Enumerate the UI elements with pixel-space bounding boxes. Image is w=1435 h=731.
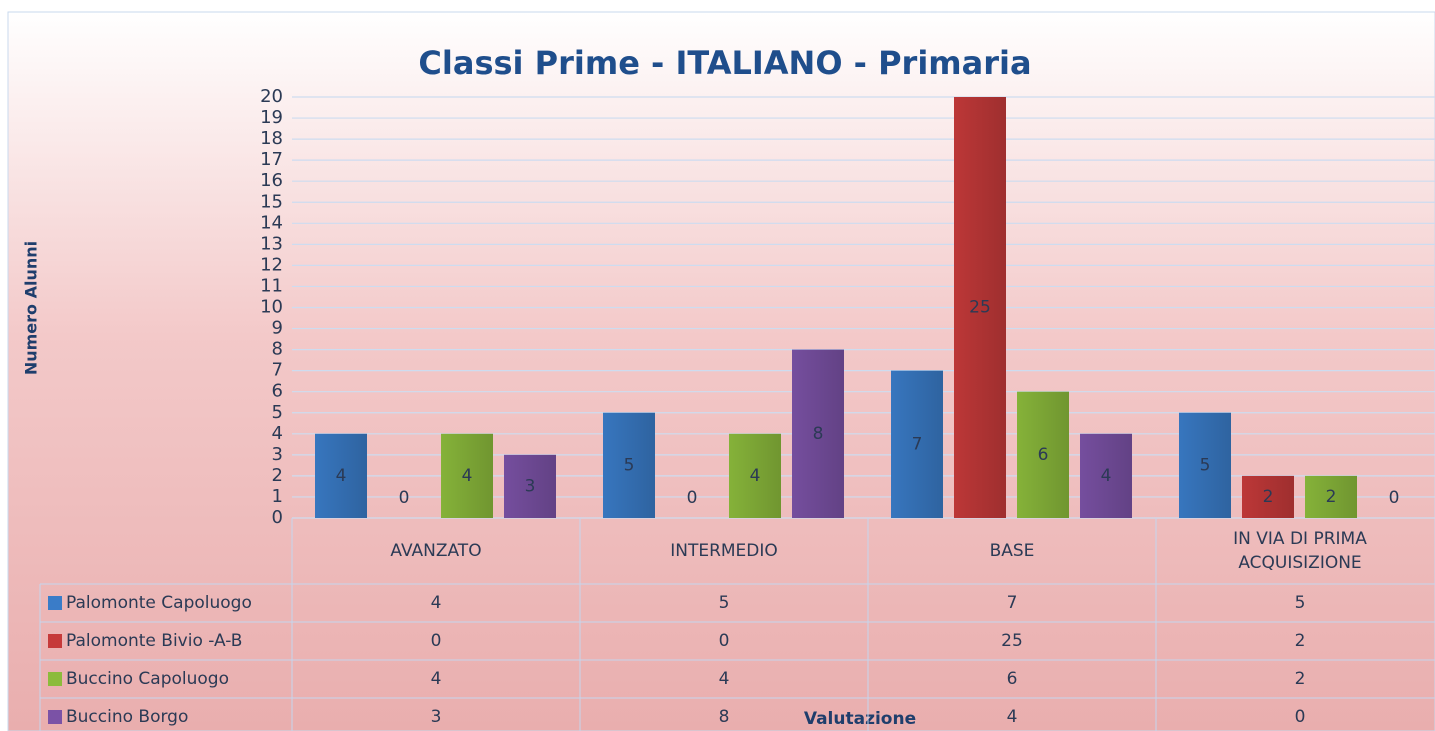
y-tick-label: 19 bbox=[260, 107, 283, 128]
bar-shade bbox=[891, 370, 943, 518]
legend-label: Buccino Borgo bbox=[66, 707, 188, 727]
table-cell: 4 bbox=[719, 669, 730, 689]
data-label: 4 bbox=[462, 466, 473, 486]
bar-shade bbox=[315, 433, 367, 518]
y-axis-label: Numero Alunni bbox=[22, 241, 41, 375]
data-label: 4 bbox=[1101, 466, 1112, 486]
y-tick-label: 10 bbox=[260, 297, 283, 318]
x-tick-label: IN VIA DI PRIMA ACQUISIZIONE bbox=[1233, 529, 1367, 573]
y-tick-label: 13 bbox=[260, 233, 283, 254]
legend-swatch bbox=[48, 634, 62, 648]
y-tick-label: 17 bbox=[260, 149, 283, 170]
data-label: 4 bbox=[336, 466, 347, 486]
legend-swatch bbox=[48, 710, 62, 724]
table-cell: 25 bbox=[1001, 631, 1023, 651]
legend-label: Buccino Capoluogo bbox=[66, 669, 229, 689]
bar-shade bbox=[1242, 475, 1294, 518]
data-label: 4 bbox=[750, 466, 761, 486]
y-tick-label: 4 bbox=[272, 423, 283, 444]
table-cell: 4 bbox=[431, 669, 442, 689]
y-tick-label: 9 bbox=[272, 318, 283, 339]
data-label: 5 bbox=[1200, 455, 1211, 475]
data-label: 7 bbox=[912, 434, 923, 454]
x-tick-label: INTERMEDIO bbox=[670, 541, 778, 561]
y-tick-label: 16 bbox=[260, 170, 283, 191]
bar-shade bbox=[1080, 433, 1132, 518]
table-cell: 4 bbox=[1007, 707, 1018, 727]
table-cell: 4 bbox=[431, 593, 442, 613]
x-axis-label: Valutazione bbox=[804, 709, 916, 729]
y-tick-label: 1 bbox=[272, 486, 283, 507]
table-cell: 5 bbox=[719, 593, 730, 613]
grid bbox=[39, 96, 1435, 731]
table-cell: 2 bbox=[1295, 669, 1306, 689]
data-label: 2 bbox=[1263, 487, 1274, 507]
labels: 01234567891011121314151617181920Palomont… bbox=[48, 86, 1399, 727]
bar-shade bbox=[792, 349, 844, 518]
bar-shade bbox=[1179, 412, 1231, 518]
table-cell: 8 bbox=[719, 707, 730, 727]
data-label: 0 bbox=[1389, 488, 1400, 508]
y-tick-label: 5 bbox=[272, 402, 283, 423]
y-tick-label: 12 bbox=[260, 254, 283, 275]
y-tick-label: 3 bbox=[272, 444, 283, 465]
legend-label: Palomonte Bivio -A-B bbox=[66, 631, 242, 651]
data-label: 5 bbox=[624, 455, 635, 475]
data-label: 0 bbox=[399, 488, 410, 508]
bar-shade bbox=[729, 433, 781, 518]
table-cell: 5 bbox=[1295, 593, 1306, 613]
bars bbox=[315, 97, 1357, 518]
data-label: 3 bbox=[525, 476, 536, 496]
data-label: 0 bbox=[687, 488, 698, 508]
data-label: 25 bbox=[969, 298, 991, 318]
y-tick-label: 7 bbox=[272, 360, 283, 381]
y-tick-label: 15 bbox=[260, 191, 283, 212]
legend-swatch bbox=[48, 672, 62, 686]
chart-title: Classi Prime - ITALIANO - Primaria bbox=[418, 44, 1031, 82]
bar-shade bbox=[504, 454, 556, 518]
legend-label: Palomonte Capoluogo bbox=[66, 593, 252, 613]
y-tick-label: 20 bbox=[260, 86, 283, 107]
bar-shade bbox=[1017, 391, 1069, 518]
y-tick-label: 18 bbox=[260, 128, 283, 149]
table-cell: 7 bbox=[1007, 593, 1018, 613]
y-tick-label: 2 bbox=[272, 465, 283, 486]
x-tick-label: AVANZATO bbox=[390, 541, 482, 561]
table-cell: 3 bbox=[431, 707, 442, 727]
data-label: 8 bbox=[813, 424, 824, 444]
bar-shade bbox=[603, 412, 655, 518]
y-tick-label: 11 bbox=[260, 275, 283, 296]
table-cell: 0 bbox=[1295, 707, 1306, 727]
table-cell: 2 bbox=[1295, 631, 1306, 651]
y-tick-label: 8 bbox=[272, 339, 283, 360]
table-cell: 6 bbox=[1007, 669, 1018, 689]
bar-shade bbox=[441, 433, 493, 518]
table-cell: 0 bbox=[431, 631, 442, 651]
y-tick-label: 0 bbox=[272, 507, 283, 528]
y-tick-label: 6 bbox=[272, 381, 283, 402]
x-tick-label: BASE bbox=[989, 541, 1035, 561]
legend-swatch bbox=[48, 596, 62, 610]
chart-background bbox=[7, 11, 1435, 731]
data-label: 6 bbox=[1038, 445, 1049, 465]
bar-shade bbox=[1305, 475, 1357, 518]
bar-shade bbox=[954, 97, 1006, 518]
y-tick-label: 14 bbox=[260, 212, 283, 233]
data-label: 2 bbox=[1326, 487, 1337, 507]
table-cell: 0 bbox=[719, 631, 730, 651]
